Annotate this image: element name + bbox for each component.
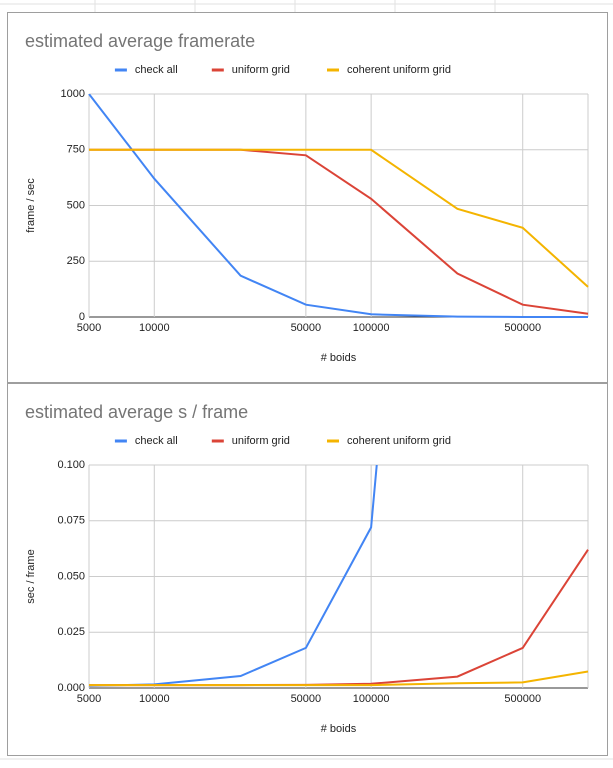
x-tick-label: 100000 [353,322,390,334]
x-tick-label: 500000 [504,693,541,705]
y-axis-label: sec / frame [25,549,37,603]
x-tick-label: 50000 [291,693,322,705]
x-tick-label: 5000 [77,693,101,705]
x-tick-label: 10000 [139,322,170,334]
y-tick-label: 0.100 [57,459,85,471]
x-axis-label: # boids [321,723,357,735]
x-tick-label: 10000 [139,693,170,705]
y-tick-label: 0 [79,311,85,323]
legend-label: coherent uniform grid [347,64,451,76]
series-line [89,670,589,687]
y-tick-label: 1000 [61,88,85,100]
y-tick-label: 0.000 [57,682,85,694]
legend-label: check all [135,435,178,447]
x-tick-label: 500000 [504,322,541,334]
y-tick-label: 0.075 [57,515,85,527]
y-tick-label: 0.050 [57,570,85,582]
legend-label: uniform grid [232,64,290,76]
series-line [88,94,588,318]
legend-label: uniform grid [232,435,290,447]
y-axis-label: frame / sec [25,178,37,233]
x-axis-label: # boids [321,352,357,364]
legend-label: coherent uniform grid [347,435,451,447]
y-tick-label: 500 [67,199,85,211]
x-tick-label: 100000 [353,693,390,705]
x-tick-label: 5000 [77,322,101,334]
series-line [89,148,589,288]
x-tick-label: 50000 [291,322,322,334]
y-tick-label: 0.025 [57,626,85,638]
chart-frame [7,383,608,756]
legend-label: check all [135,64,178,76]
chart-title: estimated average s / frame [25,402,248,422]
y-tick-label: 250 [67,255,85,267]
chart-title: estimated average framerate [25,31,255,51]
y-tick-label: 750 [67,144,85,156]
chart-frame [7,12,608,383]
